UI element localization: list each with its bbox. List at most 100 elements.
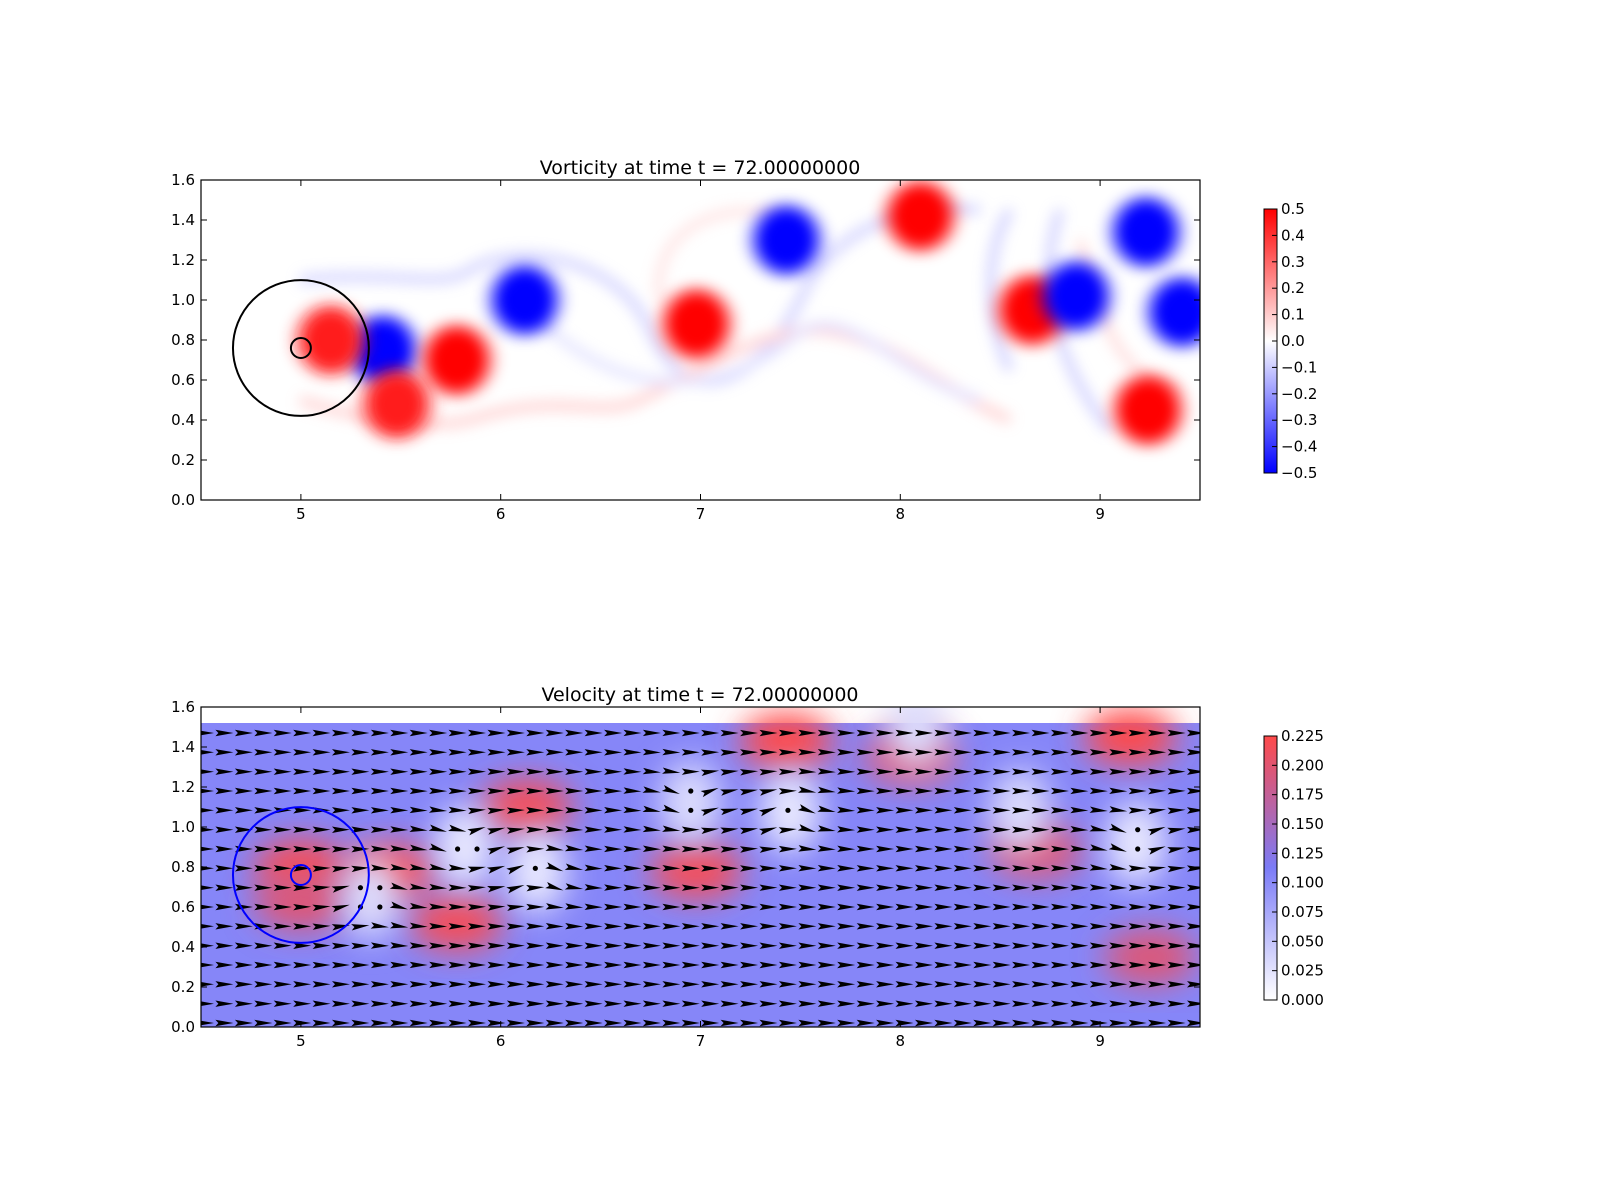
quiver-arrow	[351, 845, 370, 853]
quiver-arrow	[1148, 729, 1167, 737]
quiver-arrow	[273, 729, 292, 737]
quiver-arrow	[740, 749, 759, 756]
quiver-arrow	[273, 826, 292, 833]
quiver-arrow	[681, 923, 700, 930]
quiver-arrow	[623, 845, 642, 853]
vorticity-colorbar: 0.5 0.4 0.3 0.2 0.1 0.0 −0.1 −0.2 −0.3 −0.4 −0.5	[1263, 200, 1317, 482]
quiver-arrow	[448, 787, 467, 795]
quiver-arrow	[1167, 749, 1186, 756]
quiver-arrow	[351, 826, 370, 833]
quiver-arrow	[545, 862, 564, 872]
quiver-arrow	[1147, 846, 1166, 855]
quiver-arrow	[312, 768, 331, 775]
quiver-arrow	[526, 1000, 545, 1007]
velocity-xtick-label: 8	[896, 1032, 906, 1050]
quiver-arrow	[778, 884, 797, 891]
quiver-arrow	[565, 922, 584, 930]
quiver-dot	[474, 846, 480, 852]
quiver-arrow	[409, 844, 428, 852]
quiver-arrow	[856, 1000, 875, 1007]
quiver-arrow	[234, 942, 253, 949]
quiver-arrow	[604, 942, 623, 949]
quiver-arrow	[448, 749, 467, 756]
quiver-arrow	[701, 961, 720, 969]
quiver-arrow	[312, 865, 331, 872]
quiver-arrow	[915, 1019, 933, 1027]
quiver-arrow	[701, 884, 720, 891]
quiver-arrow	[487, 886, 506, 893]
quiver-arrow	[1109, 806, 1128, 813]
quiver-arrow	[429, 768, 448, 775]
quiver-arrow	[370, 749, 389, 756]
quiver-arrow	[545, 961, 564, 969]
quiver-arrow	[876, 768, 895, 775]
vorticity-circle	[231, 279, 370, 417]
quiver-arrow	[1128, 768, 1147, 775]
quiver-arrow	[642, 767, 661, 775]
quiver-arrow	[856, 749, 875, 756]
quiver-arrow	[1167, 827, 1186, 835]
quiver-arrow	[370, 864, 389, 871]
quiver-arrow	[1167, 981, 1186, 988]
quiver-arrow	[1070, 923, 1089, 930]
quiver-arrow	[1128, 807, 1147, 814]
velocity-ytick-label: 1.0	[171, 818, 195, 836]
quiver-arrow	[798, 768, 817, 775]
quiver-arrow	[584, 923, 603, 930]
vorticity-ytick-label: 1.0	[171, 291, 195, 309]
quiver-arrow	[467, 923, 486, 930]
quiver-arrow	[934, 826, 953, 833]
quiver-arrow	[201, 827, 214, 833]
quiver-arrow	[390, 787, 409, 795]
velocity-colorbar-gradient	[1263, 735, 1278, 1001]
quiver-arrow	[273, 923, 292, 930]
quiver-arrow	[1051, 1000, 1069, 1007]
quiver-arrow	[215, 749, 234, 756]
quiver-arrow	[953, 884, 972, 891]
quiver-arrow	[1187, 1000, 1200, 1007]
quiver-arrow	[953, 865, 972, 872]
quiver-arrow	[681, 826, 700, 833]
quiver-arrow	[254, 981, 273, 988]
quiver-arrow	[740, 903, 759, 911]
quiver-arrow	[642, 942, 661, 949]
quiver-arrow	[934, 884, 953, 891]
quiver-arrow	[526, 787, 545, 795]
quiver-arrow	[1051, 961, 1069, 969]
quiver-arrow	[1148, 749, 1167, 756]
quiver-arrow	[876, 826, 895, 833]
quiver-arrow	[876, 1019, 895, 1027]
vorticity-colorbar-label: 0.5	[1281, 200, 1305, 218]
quiver-arrow	[1187, 942, 1200, 949]
quiver-arrow	[331, 807, 350, 814]
quiver-arrow	[759, 769, 778, 776]
quiver-arrow	[681, 845, 700, 853]
quiver-arrow	[234, 1000, 253, 1007]
quiver-arrow	[467, 827, 486, 836]
quiver-arrow	[681, 981, 700, 988]
quiver-arrow	[934, 865, 953, 872]
quiver-arrow	[837, 826, 856, 833]
quiver-arrow	[740, 865, 759, 872]
quiver-arrow	[856, 961, 875, 969]
quiver-arrow	[565, 942, 584, 949]
quiver-arrow	[623, 749, 642, 756]
quiver-arrow	[953, 942, 972, 949]
quiver-arrow	[1089, 749, 1108, 756]
quiver-arrow	[934, 1000, 953, 1007]
quiver-arrow	[837, 806, 856, 813]
quiver-arrow	[273, 961, 292, 969]
quiver-arrow	[992, 749, 1011, 756]
quiver-arrow	[565, 807, 584, 814]
vortex-core	[891, 185, 950, 247]
quiver-arrow	[856, 903, 875, 911]
quiver-arrow	[856, 806, 875, 814]
quiver-arrow	[1012, 923, 1031, 930]
quiver-arrow	[351, 768, 370, 775]
quiver-arrow	[1070, 787, 1089, 795]
quiver-arrow	[720, 1000, 739, 1007]
quiver-arrow	[662, 1000, 681, 1007]
quiver-arrow	[1109, 749, 1128, 756]
quiver-arrow	[389, 864, 409, 871]
